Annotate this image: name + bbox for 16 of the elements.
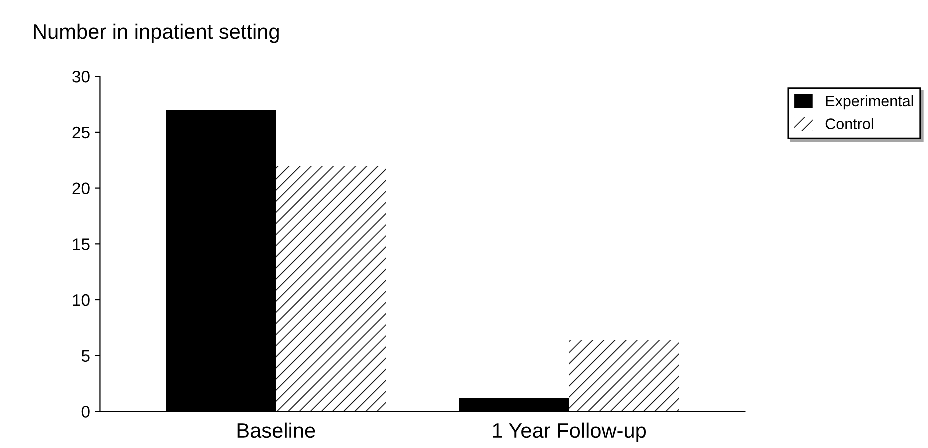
bar (459, 398, 570, 412)
y-axis-title: Number in inpatient setting (34, 24, 279, 44)
legend-label: Experimental (826, 95, 914, 110)
y-tick-label: 15 (73, 238, 90, 250)
x-tick-label: Baseline (238, 422, 316, 438)
y-tick-label: 5 (82, 350, 90, 362)
bar (569, 340, 680, 412)
y-tick-label: 25 (72, 126, 90, 139)
x-tick-label: 1 Year Follow-up (493, 422, 646, 442)
legend-label: Control (826, 118, 874, 130)
bar (166, 110, 276, 412)
y-tick-label: 10 (73, 294, 90, 306)
y-tick-label: 0 (82, 406, 90, 418)
y-tick-label: 20 (72, 182, 90, 195)
bar (276, 166, 386, 412)
y-tick-label: 30 (72, 71, 90, 83)
